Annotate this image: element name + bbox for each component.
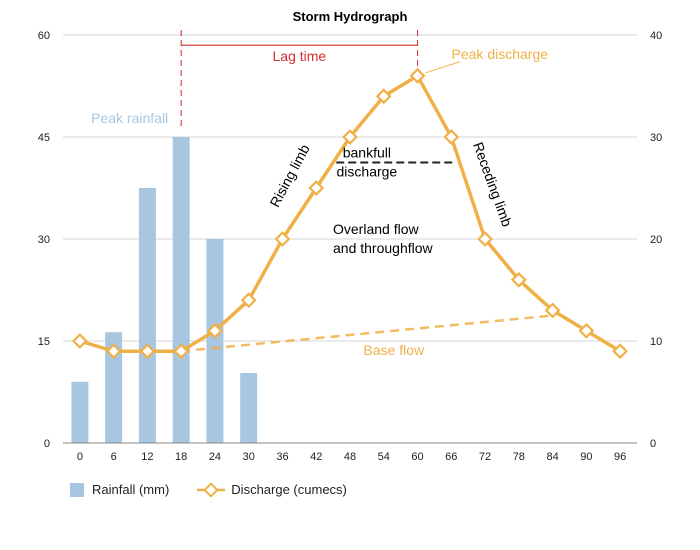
discharge-point (139, 343, 156, 360)
discharge-point (578, 322, 595, 339)
x-tick-label: 96 (614, 451, 626, 463)
x-tick-label: 18 (175, 451, 187, 463)
discharge-point (342, 129, 358, 145)
left-tick-label: 15 (38, 336, 50, 348)
rainfall-bar (172, 137, 190, 443)
x-tick-label: 0 (77, 451, 83, 463)
peak-discharge-leader (425, 61, 460, 74)
x-tick-label: 24 (209, 451, 221, 463)
legend-discharge-swatch (197, 482, 226, 497)
right-tick-label: 20 (650, 234, 662, 246)
left-tick-label: 60 (38, 30, 50, 42)
discharge-point (375, 88, 392, 105)
right-tick-label: 40 (650, 30, 662, 42)
legend-item-rainfall: Rainfall (mm) (70, 482, 169, 497)
right-tick-label: 30 (650, 132, 662, 144)
x-tick-label: 42 (310, 451, 322, 463)
x-tick-label: 66 (445, 451, 457, 463)
legend-discharge-label: Discharge (cumecs) (231, 482, 347, 497)
base-flow-label: Base flow (363, 342, 425, 358)
legend-rainfall-swatch (70, 482, 84, 497)
discharge-point (409, 67, 426, 84)
left-tick-label: 30 (38, 234, 50, 246)
rainfall-bar (105, 332, 123, 443)
chart-title: Storm Hydrograph (293, 9, 408, 24)
discharge-point (173, 343, 190, 360)
peak-rainfall-label: Peak rainfall (91, 110, 168, 126)
discharge-point (612, 343, 629, 360)
x-tick-label: 30 (243, 451, 255, 463)
rising-limb-label: Rising limb (266, 141, 312, 209)
left-tick-label: 0 (44, 438, 50, 450)
right-tick-label: 0 (650, 438, 656, 450)
discharge-point (510, 271, 527, 288)
left-tick-label: 45 (38, 132, 50, 144)
x-tick-label: 72 (479, 451, 491, 463)
discharge-point (308, 180, 325, 196)
peak-discharge-label: Peak discharge (452, 46, 549, 62)
x-tick-label: 36 (276, 451, 288, 463)
lag-time-label: Lag time (273, 48, 327, 64)
x-tick-label: 6 (111, 451, 117, 463)
x-tick-label: 48 (344, 451, 356, 463)
rainfall-bar (138, 188, 156, 443)
rainfall-bar (206, 239, 224, 443)
x-tick-label: 12 (141, 451, 153, 463)
legend: Rainfall (mm) Discharge (cumecs) (70, 482, 375, 497)
discharge-point (477, 231, 493, 247)
overland-label-line1: Overland flow (333, 221, 419, 237)
base-flow-line (181, 314, 553, 353)
discharge-point (240, 292, 257, 309)
x-tick-label: 78 (513, 451, 525, 463)
discharge-point (443, 129, 460, 145)
x-tick-label: 60 (411, 451, 423, 463)
bankfull-label-line1: bankfull (343, 145, 391, 161)
discharge-point (105, 343, 122, 360)
x-tick-label: 90 (580, 451, 592, 463)
legend-item-discharge: Discharge (cumecs) (197, 482, 347, 497)
overland-label-line2: and throughflow (333, 240, 434, 256)
discharge-point (274, 231, 291, 247)
discharge-point (544, 302, 561, 319)
rainfall-bar (71, 381, 89, 443)
right-tick-label: 10 (650, 336, 662, 348)
legend-rainfall-label: Rainfall (mm) (92, 482, 170, 497)
discharge-point (71, 333, 88, 349)
rainfall-bar (240, 372, 258, 443)
x-tick-label: 54 (378, 451, 390, 463)
bankfull-label-line2: discharge (337, 164, 398, 180)
discharge-point (207, 322, 223, 339)
x-tick-label: 84 (546, 451, 558, 463)
